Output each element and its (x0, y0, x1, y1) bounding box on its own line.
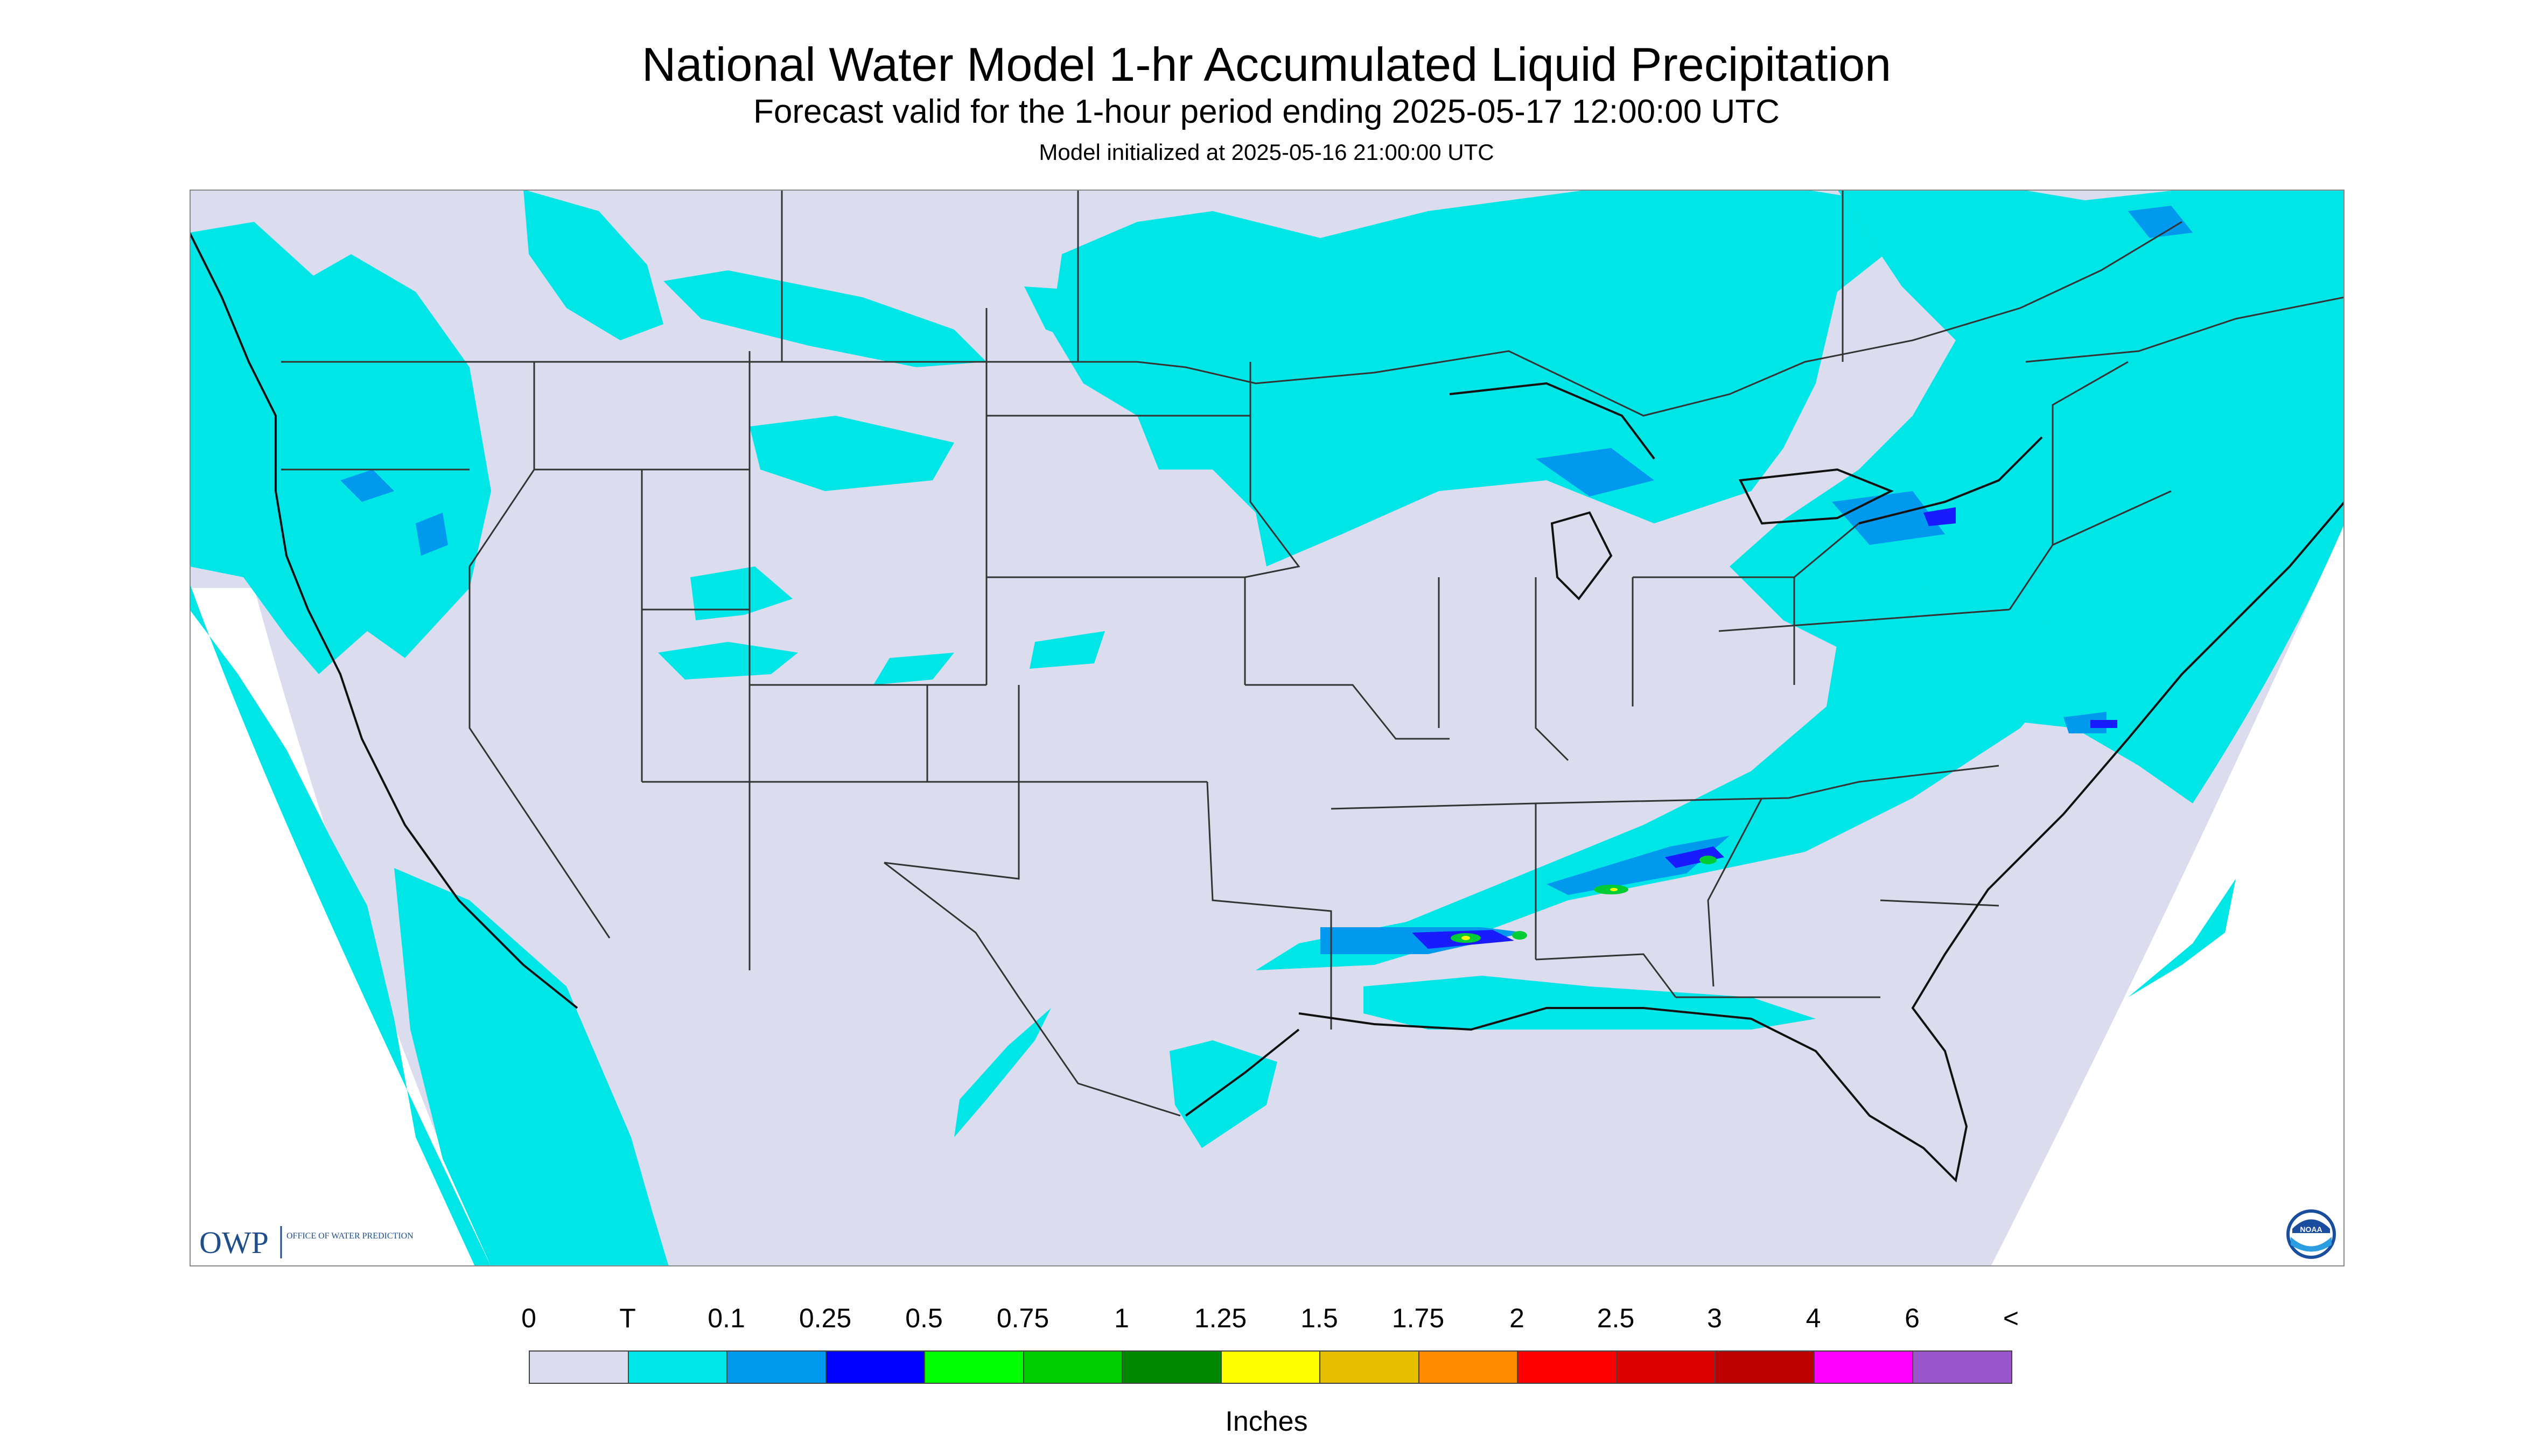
colorbar-swatch (1122, 1350, 1222, 1384)
colorbar-swatch (1220, 1350, 1320, 1384)
map-title: National Water Model 1-hr Accumulated Li… (641, 38, 1892, 91)
colorbar-tick-label: 2 (1509, 1303, 1524, 1333)
colorbar-swatch (529, 1350, 629, 1384)
colorbar-swatch (1418, 1350, 1518, 1384)
model-init-line: Model initialized at 2025-05-16 21:00:00… (1039, 139, 1494, 165)
owp-logo-text: OWP (199, 1225, 269, 1260)
noaa-logo: NOAA (2286, 1209, 2336, 1259)
colorbar-tick-label: 4 (1806, 1303, 1821, 1333)
map-subtitle: Forecast valid for the 1-hour period end… (753, 93, 1780, 130)
owp-logo: OWP OFFICE OF WATER PREDICTION (199, 1225, 414, 1260)
precip-trace-layer (190, 190, 2345, 1266)
colorbar-swatch (1912, 1350, 2012, 1384)
noaa-logo-text: NOAA (2300, 1225, 2322, 1234)
colorbar-swatch (1813, 1350, 1913, 1384)
colorbar-tick-label: 3 (1707, 1303, 1722, 1333)
colorbar-swatch (1715, 1350, 1815, 1384)
map-frame (190, 190, 2345, 1266)
colorbar-swatch (726, 1350, 827, 1384)
colorbar-tick-label: 1.25 (1194, 1303, 1247, 1333)
colorbar-tick-label: 2.5 (1597, 1303, 1635, 1333)
political-boundaries (281, 190, 2345, 1117)
colorbar-tick-label: 0.25 (799, 1303, 852, 1333)
colorbar-tick-label: 0.75 (996, 1303, 1049, 1333)
colorbar-swatch (1319, 1350, 1419, 1384)
colorbar-swatch (1517, 1350, 1617, 1384)
coastlines (190, 232, 2345, 1183)
colorbar-swatch (1023, 1350, 1123, 1384)
colorbar-swatch (1615, 1350, 1716, 1384)
colorbar-tick-label: 1.75 (1391, 1303, 1445, 1333)
colorbar-tick-label: 6 (1905, 1303, 1920, 1333)
colorbar-tick-label: 0 (521, 1303, 536, 1333)
colorbar-tick-label: 0.1 (708, 1303, 745, 1333)
outside-domain-right (1991, 523, 2345, 1266)
colorbar-tick-label: 1 (1114, 1303, 1129, 1333)
colorbar-tick-label: 1.5 (1300, 1303, 1338, 1333)
colorbar-tick-label: < (2003, 1303, 2019, 1333)
colorbar-swatch (924, 1350, 1024, 1384)
colorbar-swatch (825, 1350, 925, 1384)
precipitation-map: OWP OFFICE OF WATER PREDICTION NOAA (190, 190, 2345, 1266)
colorbar-tick-label: 0.5 (905, 1303, 943, 1333)
colorbar-units: Inches (1225, 1406, 1308, 1437)
colorbar-swatch (627, 1350, 727, 1384)
colorbar-tick-label: T (619, 1303, 636, 1333)
owp-logo-subtext: OFFICE OF WATER PREDICTION (286, 1231, 414, 1241)
precip-peak-layer (1461, 888, 1618, 940)
precip-light-layer (340, 206, 2193, 954)
